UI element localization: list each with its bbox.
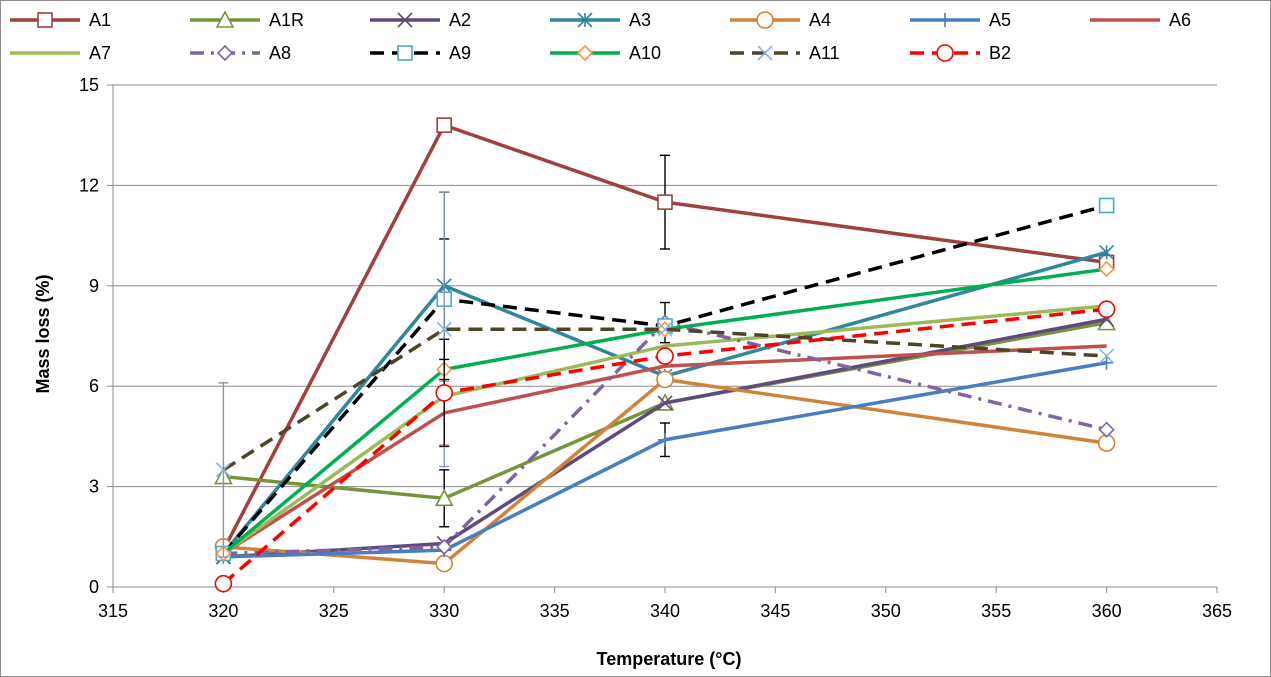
- x-tick-label: 355: [981, 601, 1011, 621]
- legend-item-a6: A6: [1090, 10, 1191, 30]
- legend-marker: [397, 12, 413, 28]
- series-line-a7: [222, 304, 1107, 555]
- legend-label-a9: A9: [449, 43, 471, 63]
- legend-item-a1r: A1R: [190, 10, 304, 30]
- data-point-a1r: [434, 488, 454, 507]
- legend-marker: [577, 12, 593, 28]
- x-tick-label: 330: [429, 601, 459, 621]
- legend-label-a3: A3: [629, 10, 651, 30]
- legend-label-a10: A10: [629, 43, 661, 63]
- legend-label-b2: B2: [989, 43, 1011, 63]
- legend-marker: [37, 12, 53, 28]
- legend-item-a3: A3: [550, 10, 651, 30]
- data-point-a1: [657, 194, 673, 210]
- data-point-a9: [1098, 197, 1115, 214]
- data-point-a4: [656, 370, 674, 389]
- legend-item-a5: A5: [910, 10, 1011, 30]
- series-line-a3: [222, 250, 1108, 555]
- legend-label-a5: A5: [989, 10, 1011, 30]
- x-tick-label: 345: [760, 601, 790, 621]
- legend-item-a11: A11: [730, 43, 840, 63]
- legend-label-a7: A7: [89, 43, 111, 63]
- data-point-a11: [436, 321, 452, 337]
- data-point-a5: [658, 432, 672, 447]
- data-point-b2: [214, 574, 233, 593]
- series-line-a6: [222, 344, 1107, 556]
- legend-marker: [215, 10, 235, 28]
- x-axis-title: Temperature (°C): [597, 649, 742, 669]
- x-tick-label: 315: [98, 601, 128, 621]
- legend-item-a8: A8: [190, 43, 291, 63]
- y-tick-label: 15: [79, 75, 99, 95]
- series-a7: [222, 304, 1107, 555]
- data-point-a11: [215, 462, 231, 478]
- data-point-a8: [436, 538, 453, 555]
- legend-marker: [216, 44, 234, 62]
- legend-label-a2: A2: [449, 10, 471, 30]
- data-point-b2: [1097, 300, 1116, 319]
- data-point-a8: [1098, 421, 1115, 438]
- legend-marker: [936, 44, 954, 62]
- y-axis-title: Mass loss (%): [33, 274, 53, 393]
- data-point-a1r: [1097, 312, 1116, 331]
- legend-item-a10: A10: [550, 43, 661, 63]
- legend-label-a8: A8: [269, 43, 291, 63]
- data-point-a4: [435, 554, 454, 573]
- legend-item-a9: A9: [370, 43, 471, 63]
- x-tick-label: 365: [1202, 601, 1232, 621]
- series-line-a9: [222, 203, 1108, 555]
- x-tick-label: 340: [650, 601, 680, 621]
- data-point-a11: [657, 321, 673, 337]
- series-line-b2: [222, 307, 1107, 585]
- y-tick-label: 6: [89, 376, 99, 396]
- series-line-a8: [223, 320, 1108, 556]
- series-a11: [215, 191, 1115, 558]
- series-line-a10: [222, 267, 1107, 555]
- data-point-a2: [657, 395, 673, 411]
- legend-item-a2: A2: [370, 10, 471, 30]
- y-tick-label: 12: [79, 175, 99, 195]
- data-point-b2: [656, 347, 674, 365]
- legend-item-a7: A7: [10, 43, 111, 63]
- series-line-a5: [223, 361, 1107, 559]
- data-point-a11: [1099, 348, 1115, 364]
- y-tick-label: 9: [89, 276, 99, 296]
- data-point-a5: [1099, 355, 1114, 370]
- legend-marker: [756, 11, 774, 29]
- legend-item-a4: A4: [730, 10, 831, 30]
- series-line-a1: [221, 123, 1107, 551]
- y-tick-label: 0: [89, 577, 99, 597]
- x-tick-label: 360: [1092, 601, 1122, 621]
- legend-item-b2: B2: [910, 43, 1011, 63]
- legend-marker: [938, 13, 952, 27]
- data-point-a10: [1098, 260, 1115, 278]
- x-tick-label: 350: [871, 601, 901, 621]
- legend: A1 A1R A2 A3 A4 A5 A6 A7 A8 A9 A10 A11 B2: [10, 10, 1191, 63]
- x-tick-label: 325: [319, 601, 349, 621]
- legend-label-a6: A6: [1169, 10, 1191, 30]
- series-b2: [214, 300, 1116, 593]
- legend-marker: [576, 44, 594, 62]
- x-tick-label: 320: [208, 601, 238, 621]
- legend-label-a1: A1: [89, 10, 111, 30]
- data-point-a3: [1099, 244, 1115, 260]
- x-tick-label: 335: [540, 601, 570, 621]
- data-point-b2: [435, 384, 454, 402]
- legend-label-a1r: A1R: [269, 10, 304, 30]
- data-point-a1: [436, 117, 453, 133]
- legend-marker: [757, 45, 773, 61]
- legend-item-a1: A1: [10, 10, 111, 30]
- legend-label-a4: A4: [809, 10, 831, 30]
- y-tick-label: 3: [89, 477, 99, 497]
- legend-label-a11: A11: [809, 43, 840, 63]
- legend-marker: [397, 45, 413, 61]
